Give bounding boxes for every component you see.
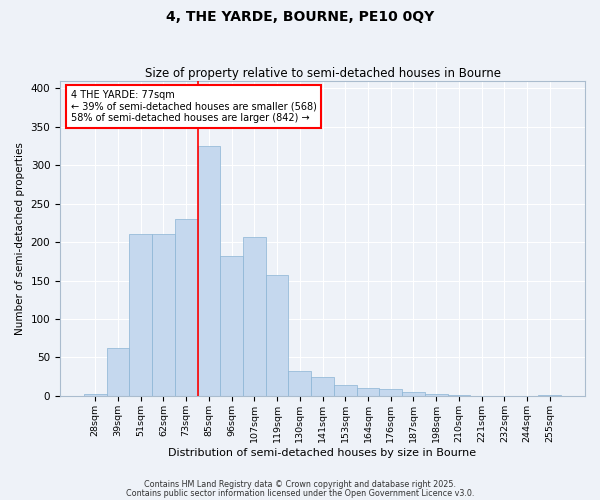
- Text: Contains HM Land Registry data © Crown copyright and database right 2025.: Contains HM Land Registry data © Crown c…: [144, 480, 456, 489]
- Bar: [425, 394, 448, 396]
- Bar: [538, 395, 561, 396]
- Bar: [379, 389, 402, 396]
- Bar: [266, 275, 289, 396]
- Bar: [130, 234, 152, 396]
- Bar: [289, 370, 311, 396]
- Bar: [175, 219, 197, 396]
- Bar: [311, 376, 334, 396]
- Text: 4 THE YARDE: 77sqm
← 39% of semi-detached houses are smaller (568)
58% of semi-d: 4 THE YARDE: 77sqm ← 39% of semi-detache…: [71, 90, 316, 124]
- Bar: [152, 234, 175, 396]
- Bar: [197, 146, 220, 396]
- Text: Contains public sector information licensed under the Open Government Licence v3: Contains public sector information licen…: [126, 489, 474, 498]
- X-axis label: Distribution of semi-detached houses by size in Bourne: Distribution of semi-detached houses by …: [169, 448, 476, 458]
- Bar: [243, 237, 266, 396]
- Bar: [334, 385, 356, 396]
- Bar: [220, 256, 243, 396]
- Bar: [356, 388, 379, 396]
- Bar: [107, 348, 130, 396]
- Bar: [84, 394, 107, 396]
- Bar: [402, 392, 425, 396]
- Text: 4, THE YARDE, BOURNE, PE10 0QY: 4, THE YARDE, BOURNE, PE10 0QY: [166, 10, 434, 24]
- Y-axis label: Number of semi-detached properties: Number of semi-detached properties: [15, 142, 25, 334]
- Title: Size of property relative to semi-detached houses in Bourne: Size of property relative to semi-detach…: [145, 66, 500, 80]
- Bar: [448, 395, 470, 396]
